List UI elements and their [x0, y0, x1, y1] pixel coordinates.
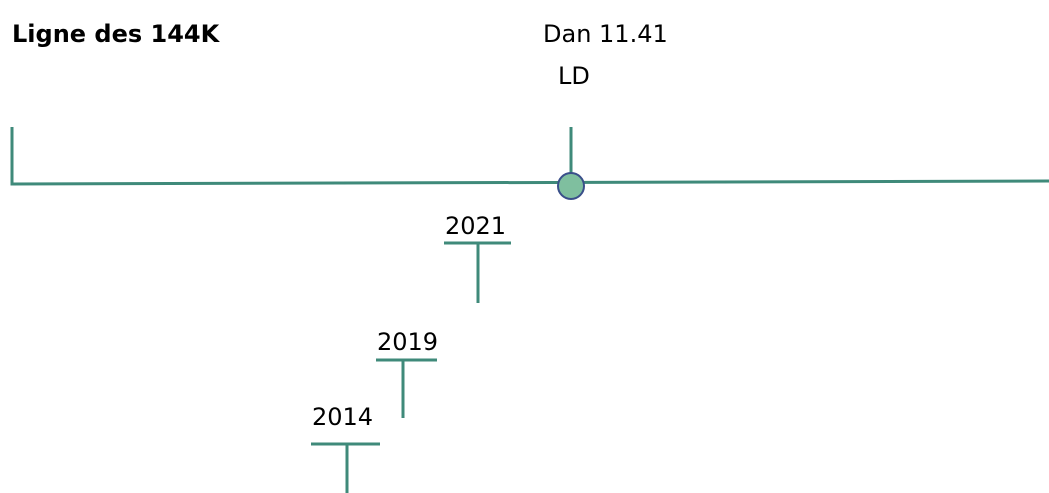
marker-label: Dan 11.41 — [543, 20, 668, 48]
marker-dot — [557, 172, 585, 200]
year-label: 2019 — [377, 328, 438, 356]
timeline — [10, 127, 1049, 186]
year-label: 2021 — [445, 212, 506, 240]
year-label: 2014 — [312, 403, 373, 431]
marker-sublabel: LD — [558, 62, 590, 90]
title: Ligne des 144K — [12, 20, 221, 48]
